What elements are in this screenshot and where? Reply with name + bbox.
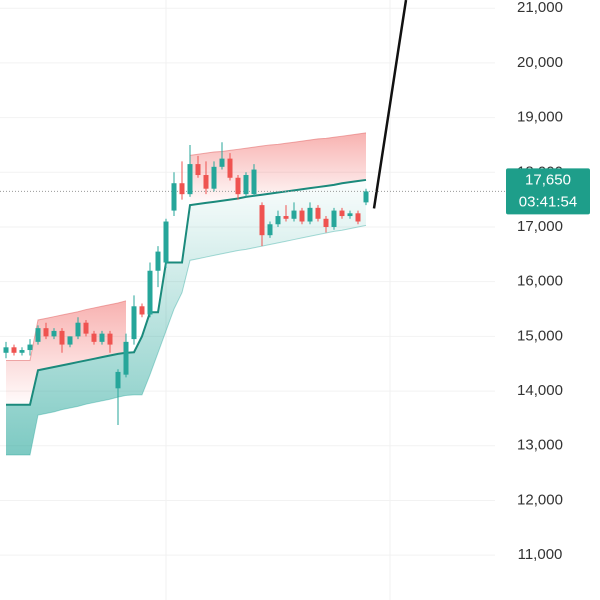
candle-body: [91, 333, 97, 342]
candle-body: [275, 216, 281, 225]
candle-body: [19, 350, 25, 353]
projection-line: [372, 0, 408, 209]
candles: [3, 142, 369, 425]
candle-body: [67, 336, 73, 345]
upper-band-line: [6, 132, 367, 361]
band-fill: [190, 132, 366, 206]
band-fill: [6, 179, 366, 456]
grid: [0, 7, 495, 556]
candle-body: [115, 371, 121, 389]
candle-body: [291, 210, 297, 219]
candle-body: [75, 322, 81, 337]
y-tick-label: 14,000: [517, 382, 563, 399]
candle-body: [131, 306, 137, 340]
candle-body: [235, 177, 241, 195]
y-axis: 11,000 12,000 13,000 14,000 15,000 16,000 17,0…: [506, 0, 590, 563]
candle-body: [259, 205, 265, 236]
y-tick-label: 19,000: [517, 109, 563, 126]
candle-body: [123, 341, 129, 375]
y-tick-label: 11,000: [518, 546, 563, 563]
candle-body: [323, 218, 329, 227]
candle-body: [107, 333, 113, 345]
candle-body: [307, 207, 313, 222]
candle-body: [299, 210, 305, 222]
candle-body: [3, 347, 9, 353]
candle-body: [355, 213, 361, 222]
candle-body: [83, 322, 89, 334]
candle-body: [147, 270, 153, 315]
band-fills: [6, 132, 366, 456]
y-tick-label: 13,000: [517, 437, 563, 454]
y-tick-label: 21,000: [517, 0, 563, 16]
candle-body: [227, 158, 233, 178]
last-price-box: [506, 168, 590, 215]
candle-body: [211, 166, 217, 189]
candle-body: [251, 169, 257, 195]
candle-body: [163, 221, 169, 263]
candle-body: [139, 306, 145, 315]
y-tick-label: 16,000: [517, 273, 563, 290]
candle-body: [203, 175, 209, 189]
candle-body: [171, 183, 177, 211]
candle-body: [243, 175, 249, 195]
candle-body: [187, 164, 193, 195]
candle-body: [339, 210, 345, 217]
y-tick-label: 12,000: [517, 491, 563, 508]
candle-body: [43, 328, 49, 337]
candle-body: [155, 251, 161, 271]
lower-band-line: [6, 224, 367, 456]
y-tick-label: 15,000: [517, 327, 563, 344]
candle-body: [283, 216, 289, 219]
candle-body: [331, 210, 337, 227]
last-price-label: 17,650: [525, 171, 571, 188]
candle-body: [219, 158, 225, 167]
candle-body: [59, 330, 65, 345]
candle-body: [315, 207, 321, 219]
countdown-label: 03:41:54: [519, 193, 577, 210]
y-tick-label: 20,000: [517, 54, 563, 71]
trend-line: [6, 178, 367, 406]
candle-body: [347, 213, 353, 217]
y-tick-label: 17,000: [517, 218, 563, 235]
candle-body: [51, 330, 57, 337]
candle-body: [99, 333, 105, 342]
candle-body: [11, 347, 17, 353]
candle-body: [363, 191, 369, 203]
candle-body: [195, 164, 201, 176]
candle-body: [27, 344, 33, 351]
candle-body: [35, 328, 41, 342]
candle-body: [267, 224, 273, 236]
candle-body: [179, 183, 185, 195]
